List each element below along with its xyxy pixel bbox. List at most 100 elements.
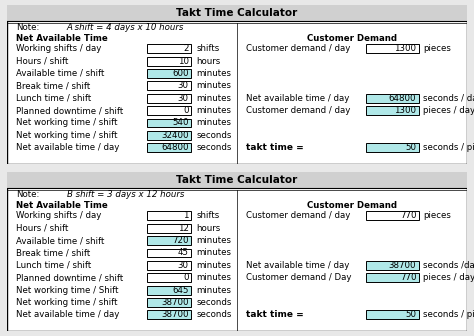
Text: Customer Demand: Customer Demand	[307, 201, 397, 210]
Text: Customer Demand: Customer Demand	[307, 34, 397, 43]
Text: pieces / day: pieces / day	[423, 273, 474, 282]
Bar	[147, 44, 191, 53]
Text: Takt Time Calculator: Takt Time Calculator	[176, 8, 298, 18]
Bar	[366, 273, 419, 282]
Text: 540: 540	[172, 119, 189, 127]
Text: Customer demand / Day: Customer demand / Day	[246, 273, 352, 282]
Text: shifts: shifts	[197, 211, 220, 220]
Text: Net available time / day: Net available time / day	[16, 310, 119, 320]
Text: Customer demand / day: Customer demand / day	[246, 211, 351, 220]
Text: takt time =: takt time =	[246, 310, 304, 320]
Text: hours: hours	[197, 224, 221, 233]
Text: 770: 770	[400, 273, 416, 282]
Text: Net available time / day: Net available time / day	[16, 143, 119, 152]
Text: Net available time / day: Net available time / day	[246, 94, 349, 103]
Text: Available time / shift: Available time / shift	[16, 236, 105, 245]
Text: seconds: seconds	[197, 143, 232, 152]
Text: minutes: minutes	[197, 81, 231, 90]
Bar	[147, 249, 191, 257]
Text: Working shifts / day: Working shifts / day	[16, 211, 102, 220]
Bar	[147, 94, 191, 103]
Bar	[147, 273, 191, 282]
Text: Net working time / shift: Net working time / shift	[16, 131, 118, 140]
Bar	[366, 310, 419, 319]
Text: 50: 50	[405, 310, 416, 320]
Text: Note:: Note:	[16, 23, 40, 32]
Text: Planned downtime / shift: Planned downtime / shift	[16, 106, 124, 115]
Text: Takt Time Calculator: Takt Time Calculator	[176, 175, 298, 185]
Text: Net Available Time: Net Available Time	[16, 34, 108, 43]
Bar	[7, 5, 467, 21]
Text: seconds: seconds	[197, 310, 232, 320]
Text: seconds / piece: seconds / piece	[423, 143, 474, 152]
Bar	[366, 211, 419, 220]
Text: Available time / shift: Available time / shift	[16, 69, 105, 78]
Text: minutes: minutes	[197, 94, 231, 103]
Text: Hours / shift: Hours / shift	[16, 224, 69, 233]
Text: takt time =: takt time =	[246, 143, 304, 152]
Text: shifts: shifts	[197, 44, 220, 53]
Text: 30: 30	[178, 94, 189, 103]
Text: minutes: minutes	[197, 236, 231, 245]
Text: Hours / shift: Hours / shift	[16, 56, 69, 66]
Bar	[147, 286, 191, 295]
Bar	[147, 224, 191, 233]
Bar	[147, 143, 191, 152]
Text: Note:: Note:	[16, 190, 40, 199]
Text: 64800: 64800	[161, 143, 189, 152]
Text: seconds /day: seconds /day	[423, 261, 474, 270]
Text: 1300: 1300	[394, 106, 416, 115]
Text: Net working time / Shift: Net working time / Shift	[16, 286, 119, 295]
Bar	[147, 310, 191, 319]
Text: 0: 0	[183, 273, 189, 282]
Text: minutes: minutes	[197, 106, 231, 115]
Text: 50: 50	[405, 143, 416, 152]
Bar	[366, 143, 419, 152]
Text: Break time / shift: Break time / shift	[16, 81, 91, 90]
Bar	[147, 106, 191, 115]
Text: A shift = 4 days x 10 hours: A shift = 4 days x 10 hours	[67, 23, 184, 32]
Bar	[147, 81, 191, 90]
Text: 32400: 32400	[161, 131, 189, 140]
Text: 30: 30	[178, 261, 189, 270]
Text: pieces: pieces	[423, 211, 451, 220]
Bar	[366, 261, 419, 270]
Text: 600: 600	[172, 69, 189, 78]
Text: minutes: minutes	[197, 119, 231, 127]
Bar	[147, 236, 191, 245]
Text: seconds / piece: seconds / piece	[423, 310, 474, 320]
Text: minutes: minutes	[197, 261, 231, 270]
Text: seconds / day: seconds / day	[423, 94, 474, 103]
Text: 45: 45	[178, 249, 189, 257]
Bar	[366, 44, 419, 53]
Text: Customer demand / day: Customer demand / day	[246, 44, 351, 53]
Text: 1300: 1300	[394, 44, 416, 53]
Text: 38700: 38700	[161, 298, 189, 307]
Text: pieces / day: pieces / day	[423, 106, 474, 115]
Bar	[366, 94, 419, 103]
Bar	[147, 57, 191, 66]
Text: 0: 0	[183, 106, 189, 115]
Bar	[147, 119, 191, 127]
Text: Customer demand / day: Customer demand / day	[246, 106, 351, 115]
Text: 38700: 38700	[161, 310, 189, 320]
Text: Break time / shift: Break time / shift	[16, 249, 91, 257]
Bar	[147, 211, 191, 220]
Bar	[7, 172, 467, 188]
Text: minutes: minutes	[197, 69, 231, 78]
Text: 64800: 64800	[389, 94, 416, 103]
Text: Net working time / shift: Net working time / shift	[16, 119, 118, 127]
Bar	[147, 69, 191, 78]
Bar	[366, 106, 419, 115]
Text: Net Available Time: Net Available Time	[16, 201, 108, 210]
Text: 38700: 38700	[389, 261, 416, 270]
Text: 770: 770	[400, 211, 416, 220]
Text: 30: 30	[178, 81, 189, 90]
Text: hours: hours	[197, 56, 221, 66]
Text: seconds: seconds	[197, 131, 232, 140]
Text: 2: 2	[183, 44, 189, 53]
Text: 12: 12	[178, 224, 189, 233]
Text: 1: 1	[183, 211, 189, 220]
Text: Lunch time / shift: Lunch time / shift	[16, 94, 91, 103]
Text: minutes: minutes	[197, 249, 231, 257]
